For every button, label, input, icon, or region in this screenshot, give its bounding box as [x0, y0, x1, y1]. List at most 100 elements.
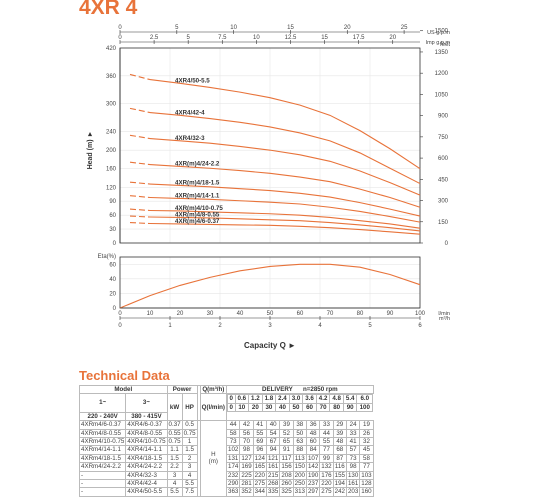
- q-lmin-value: 100: [356, 402, 374, 413]
- imp-gpm-axis-tick-label: 10: [253, 35, 260, 41]
- lmin-tick-label: 30: [207, 311, 214, 317]
- q-lmin-row: 0 10 20 30 40 50 60 70 80 90 100: [227, 402, 374, 413]
- h-label-cell: H (m): [199, 420, 228, 497]
- table-header-q-lmin: Q(l/min): [199, 393, 228, 422]
- feet-tick-label: 1500: [435, 29, 449, 35]
- head-value-cell: 54: [265, 428, 281, 438]
- table-header-1ph: 1~: [78, 393, 127, 413]
- curve-line-0: [149, 79, 421, 170]
- head-value-cell: 32: [359, 436, 374, 447]
- head-value-cell: 250: [292, 478, 307, 489]
- head-value-cell: 77: [319, 445, 334, 455]
- head-value-cell: 19: [359, 420, 374, 430]
- feet-tick-label: 1200: [435, 71, 449, 77]
- head-value-cell: 117: [279, 453, 294, 464]
- curve-line-5: [149, 196, 421, 223]
- head-value-cell: 176: [319, 470, 334, 480]
- h-unit: (m): [208, 458, 218, 466]
- eff-y-tick-label: 60: [109, 262, 116, 268]
- head-value-cell: 220: [319, 478, 334, 489]
- table-header-q-m3h: Q(m³/h): [199, 384, 228, 395]
- eff-y-tick-label: 0: [113, 306, 117, 312]
- q-lmin-value: 70: [315, 402, 331, 413]
- head-value-cell: 242: [332, 487, 347, 497]
- curve-line-2: [149, 137, 421, 196]
- delivery-label: DELIVERY: [261, 386, 293, 393]
- feet-tick-label: 450: [438, 177, 449, 183]
- curve-line-6: [149, 209, 421, 229]
- q-lmin-value: 0: [227, 402, 236, 413]
- table-row: 4XRm4/8-0.55 4XR4/8-0.55 0.55 0.75 58 56 55 54 5…: [78, 428, 374, 438]
- head-value-cell: 57: [345, 445, 361, 455]
- curve-dash-2: [129, 134, 151, 140]
- q-m3h-value: 3.6: [302, 394, 317, 404]
- lmin-tick-label: 90: [387, 311, 394, 317]
- head-value-cell: 352: [239, 487, 254, 497]
- head-value-cell: 142: [305, 462, 321, 472]
- curve-dash-5: [129, 195, 151, 199]
- head-value-cell: 60: [305, 436, 321, 447]
- table-header-power: Power: [166, 384, 198, 395]
- head-value-cell: 165: [252, 462, 267, 472]
- head-value-cell: 48: [305, 428, 321, 438]
- hp-cell: 1.5: [181, 445, 198, 455]
- head-value-cell: 325: [279, 487, 294, 497]
- head-value-cell: 103: [359, 470, 374, 480]
- table-row: 4XRm4/10-0.75 4XR4/10-0.75 0.75 1 73 70 69 67 65…: [78, 436, 374, 447]
- head-value-cell: 70: [239, 436, 254, 447]
- eff-y-tick-label: 40: [109, 277, 116, 283]
- head-value-cell: 29: [332, 420, 347, 430]
- curve-dash-3: [129, 161, 151, 166]
- lmin-tick-label: 20: [177, 311, 184, 317]
- kw-cell: 0.37: [166, 420, 183, 430]
- hp-cell: 4: [181, 470, 198, 480]
- q-lmin-value: 50: [288, 402, 304, 413]
- head-value-cell: 87: [332, 453, 347, 464]
- imp-gpm-axis-tick-label: 20: [389, 35, 396, 41]
- curve-dash-6: [129, 208, 151, 212]
- hp-cell: 1: [181, 436, 198, 447]
- head-value-cell: 268: [265, 478, 281, 489]
- hp-cell: 7.5: [181, 487, 198, 497]
- eff-y-axis-label: Eta(%): [98, 254, 116, 260]
- curve-dash-8: [129, 222, 151, 225]
- hp-cell: 0.75: [181, 428, 198, 438]
- head-value-cell: 130: [345, 470, 361, 480]
- head-y-axis-label: Head (m) ►: [87, 131, 94, 170]
- table-row: -4XR4/50-5.5 5.5 7.5 363 352 344 335 325 313 297 2…: [78, 487, 374, 497]
- feet-label: feet: [440, 42, 450, 48]
- head-value-cell: 40: [265, 420, 281, 430]
- head-value-cell: 41: [345, 436, 361, 447]
- head-value-cell: 275: [252, 478, 267, 489]
- m3h-unit: m³/h: [439, 316, 450, 322]
- head-value-cell: 237: [305, 478, 321, 489]
- head-value-cell: 55: [252, 428, 267, 438]
- curve-label-2: 4XR4/32-3: [175, 135, 205, 142]
- head-value-cell: 363: [225, 487, 241, 497]
- hp-cell: 5.5: [181, 478, 198, 489]
- head-value-cell: 45: [359, 445, 374, 455]
- q-m3h-values-row: 0 0.6 1.2 1.8 2.4 3.0 3.6 4.2 4.8 5.4 6.0 0 10 20 30 4…: [227, 394, 374, 413]
- model-3ph-cell: 4XR4/6-0.37: [125, 420, 168, 430]
- head-value-cell: 58: [359, 453, 374, 464]
- m3h-tick-label: 4: [318, 323, 322, 329]
- q-m3h-value: 4.2: [315, 394, 331, 404]
- head-value-cell: 127: [239, 453, 254, 464]
- head-value-cell: 98: [239, 445, 254, 455]
- head-value-cell: 156: [279, 462, 294, 472]
- q-m3h-value: 6.0: [356, 394, 374, 404]
- model-3ph-cell: 4XR4/32-3: [125, 470, 168, 480]
- kw-cell: 4: [166, 478, 183, 489]
- head-value-cell: 107: [305, 453, 321, 464]
- capacity-label: Capacity Q ►: [244, 341, 296, 350]
- hp-cell: 3: [181, 462, 198, 472]
- model-3ph-cell: 4XR4/10-0.75: [125, 436, 168, 447]
- head-value-cell: 290: [225, 478, 241, 489]
- page-title: 4XR 4: [79, 0, 138, 19]
- q-lmin-value: 40: [275, 402, 290, 413]
- imp-gpm-axis-tick-label: 7.5: [218, 35, 227, 41]
- feet-tick-label: 1050: [435, 92, 449, 98]
- head-value-cell: 50: [292, 428, 307, 438]
- head-value-cell: 44: [319, 428, 334, 438]
- curve-label-3: 4XR(m)4/24-2.2: [175, 160, 220, 167]
